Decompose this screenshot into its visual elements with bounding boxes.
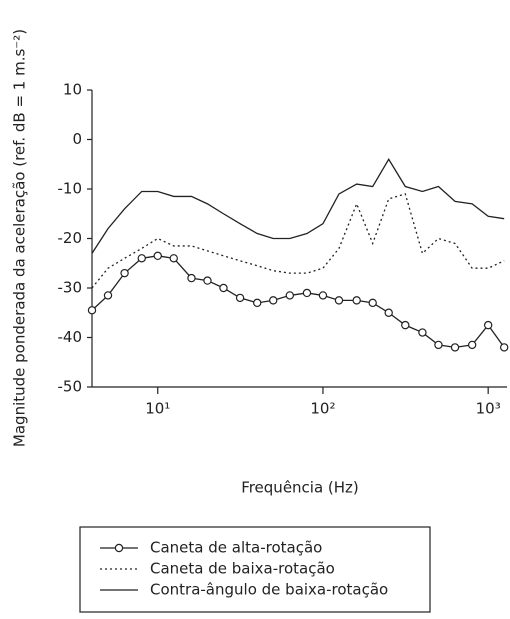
legend-box xyxy=(79,526,431,613)
y-tick-label: -50 xyxy=(58,378,83,396)
legend-label: Contra-ângulo de baixa-rotação xyxy=(150,581,388,599)
y-tick-label: -20 xyxy=(58,229,83,247)
data-point xyxy=(219,283,228,293)
data-point xyxy=(318,291,328,300)
x-tick-label: 10² xyxy=(310,400,335,418)
y-tick-label: -10 xyxy=(58,180,83,198)
data-point xyxy=(235,293,245,303)
data-point xyxy=(153,251,162,261)
legend-marker xyxy=(114,543,124,553)
data-point xyxy=(187,273,196,283)
data-point xyxy=(334,296,344,305)
data-point xyxy=(418,328,427,337)
data-point xyxy=(483,320,493,330)
x-tick-label: 10¹ xyxy=(145,400,170,418)
data-point xyxy=(450,343,460,352)
data-point xyxy=(87,306,97,315)
series-line xyxy=(91,255,505,349)
y-tick-label: 0 xyxy=(72,130,82,148)
data-point xyxy=(103,291,113,300)
data-point xyxy=(169,254,178,263)
data-point xyxy=(434,340,443,350)
data-point xyxy=(384,308,393,317)
y-tick-label: -30 xyxy=(58,279,83,297)
series-line xyxy=(91,158,505,254)
y-tick-label: -40 xyxy=(58,328,83,346)
data-point xyxy=(137,254,146,263)
data-point xyxy=(499,343,509,352)
data-point xyxy=(203,276,212,285)
legend-label: Caneta de baixa-rotação xyxy=(150,560,335,578)
data-point xyxy=(120,268,129,278)
y-axis-label: Magnitude ponderada da aceleração (ref. … xyxy=(11,29,29,447)
data-point xyxy=(269,296,278,305)
data-point xyxy=(401,320,410,330)
data-point xyxy=(352,296,361,305)
data-point xyxy=(285,291,295,300)
x-tick-label: 10³ xyxy=(476,400,501,418)
data-point xyxy=(302,288,312,298)
data-point xyxy=(253,298,262,308)
series-line xyxy=(91,193,505,289)
data-point xyxy=(368,298,377,308)
data-point xyxy=(467,340,477,350)
legend-label: Caneta de alta-rotação xyxy=(150,539,322,557)
x-axis-label: Frequência (Hz) xyxy=(241,479,359,497)
y-tick-label: 10 xyxy=(63,81,82,99)
